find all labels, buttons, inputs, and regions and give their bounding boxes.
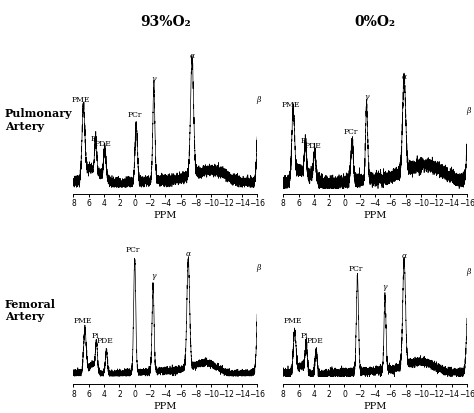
Text: PDE: PDE [305,142,321,150]
Text: PDE: PDE [97,336,113,344]
Text: β: β [256,96,261,104]
Text: Pi: Pi [300,137,308,145]
Text: Pulmonary
Artery: Pulmonary Artery [5,108,73,132]
X-axis label: PPM: PPM [154,211,177,220]
Text: γ: γ [151,271,155,279]
Text: PME: PME [72,96,91,104]
Text: PCr: PCr [349,264,363,272]
Text: PDE: PDE [95,139,112,147]
Text: γ: γ [152,75,156,83]
Text: γ: γ [383,282,387,290]
Text: PME: PME [282,100,300,108]
X-axis label: PPM: PPM [364,401,387,410]
Text: PME: PME [73,317,92,325]
X-axis label: PPM: PPM [364,211,387,220]
Text: α: α [190,52,195,60]
Text: β: β [256,263,261,271]
X-axis label: PPM: PPM [154,401,177,410]
Text: α: α [401,252,407,259]
Text: PME: PME [283,317,301,325]
Text: PCr: PCr [128,111,142,119]
Text: β: β [466,107,471,115]
Text: Pi: Pi [301,332,309,339]
Text: α: α [401,73,407,81]
Text: Femoral
Artery: Femoral Artery [5,298,56,322]
Text: α: α [186,249,191,257]
Text: PCr: PCr [126,246,140,254]
Text: 93%O₂: 93%O₂ [140,15,191,29]
Text: β: β [466,268,471,275]
Text: 0%O₂: 0%O₂ [355,15,395,29]
Text: PDE: PDE [306,336,323,344]
Text: Pi: Pi [91,135,98,142]
Text: γ: γ [365,93,369,100]
Text: Pi: Pi [91,332,99,339]
Text: PCr: PCr [343,128,358,136]
